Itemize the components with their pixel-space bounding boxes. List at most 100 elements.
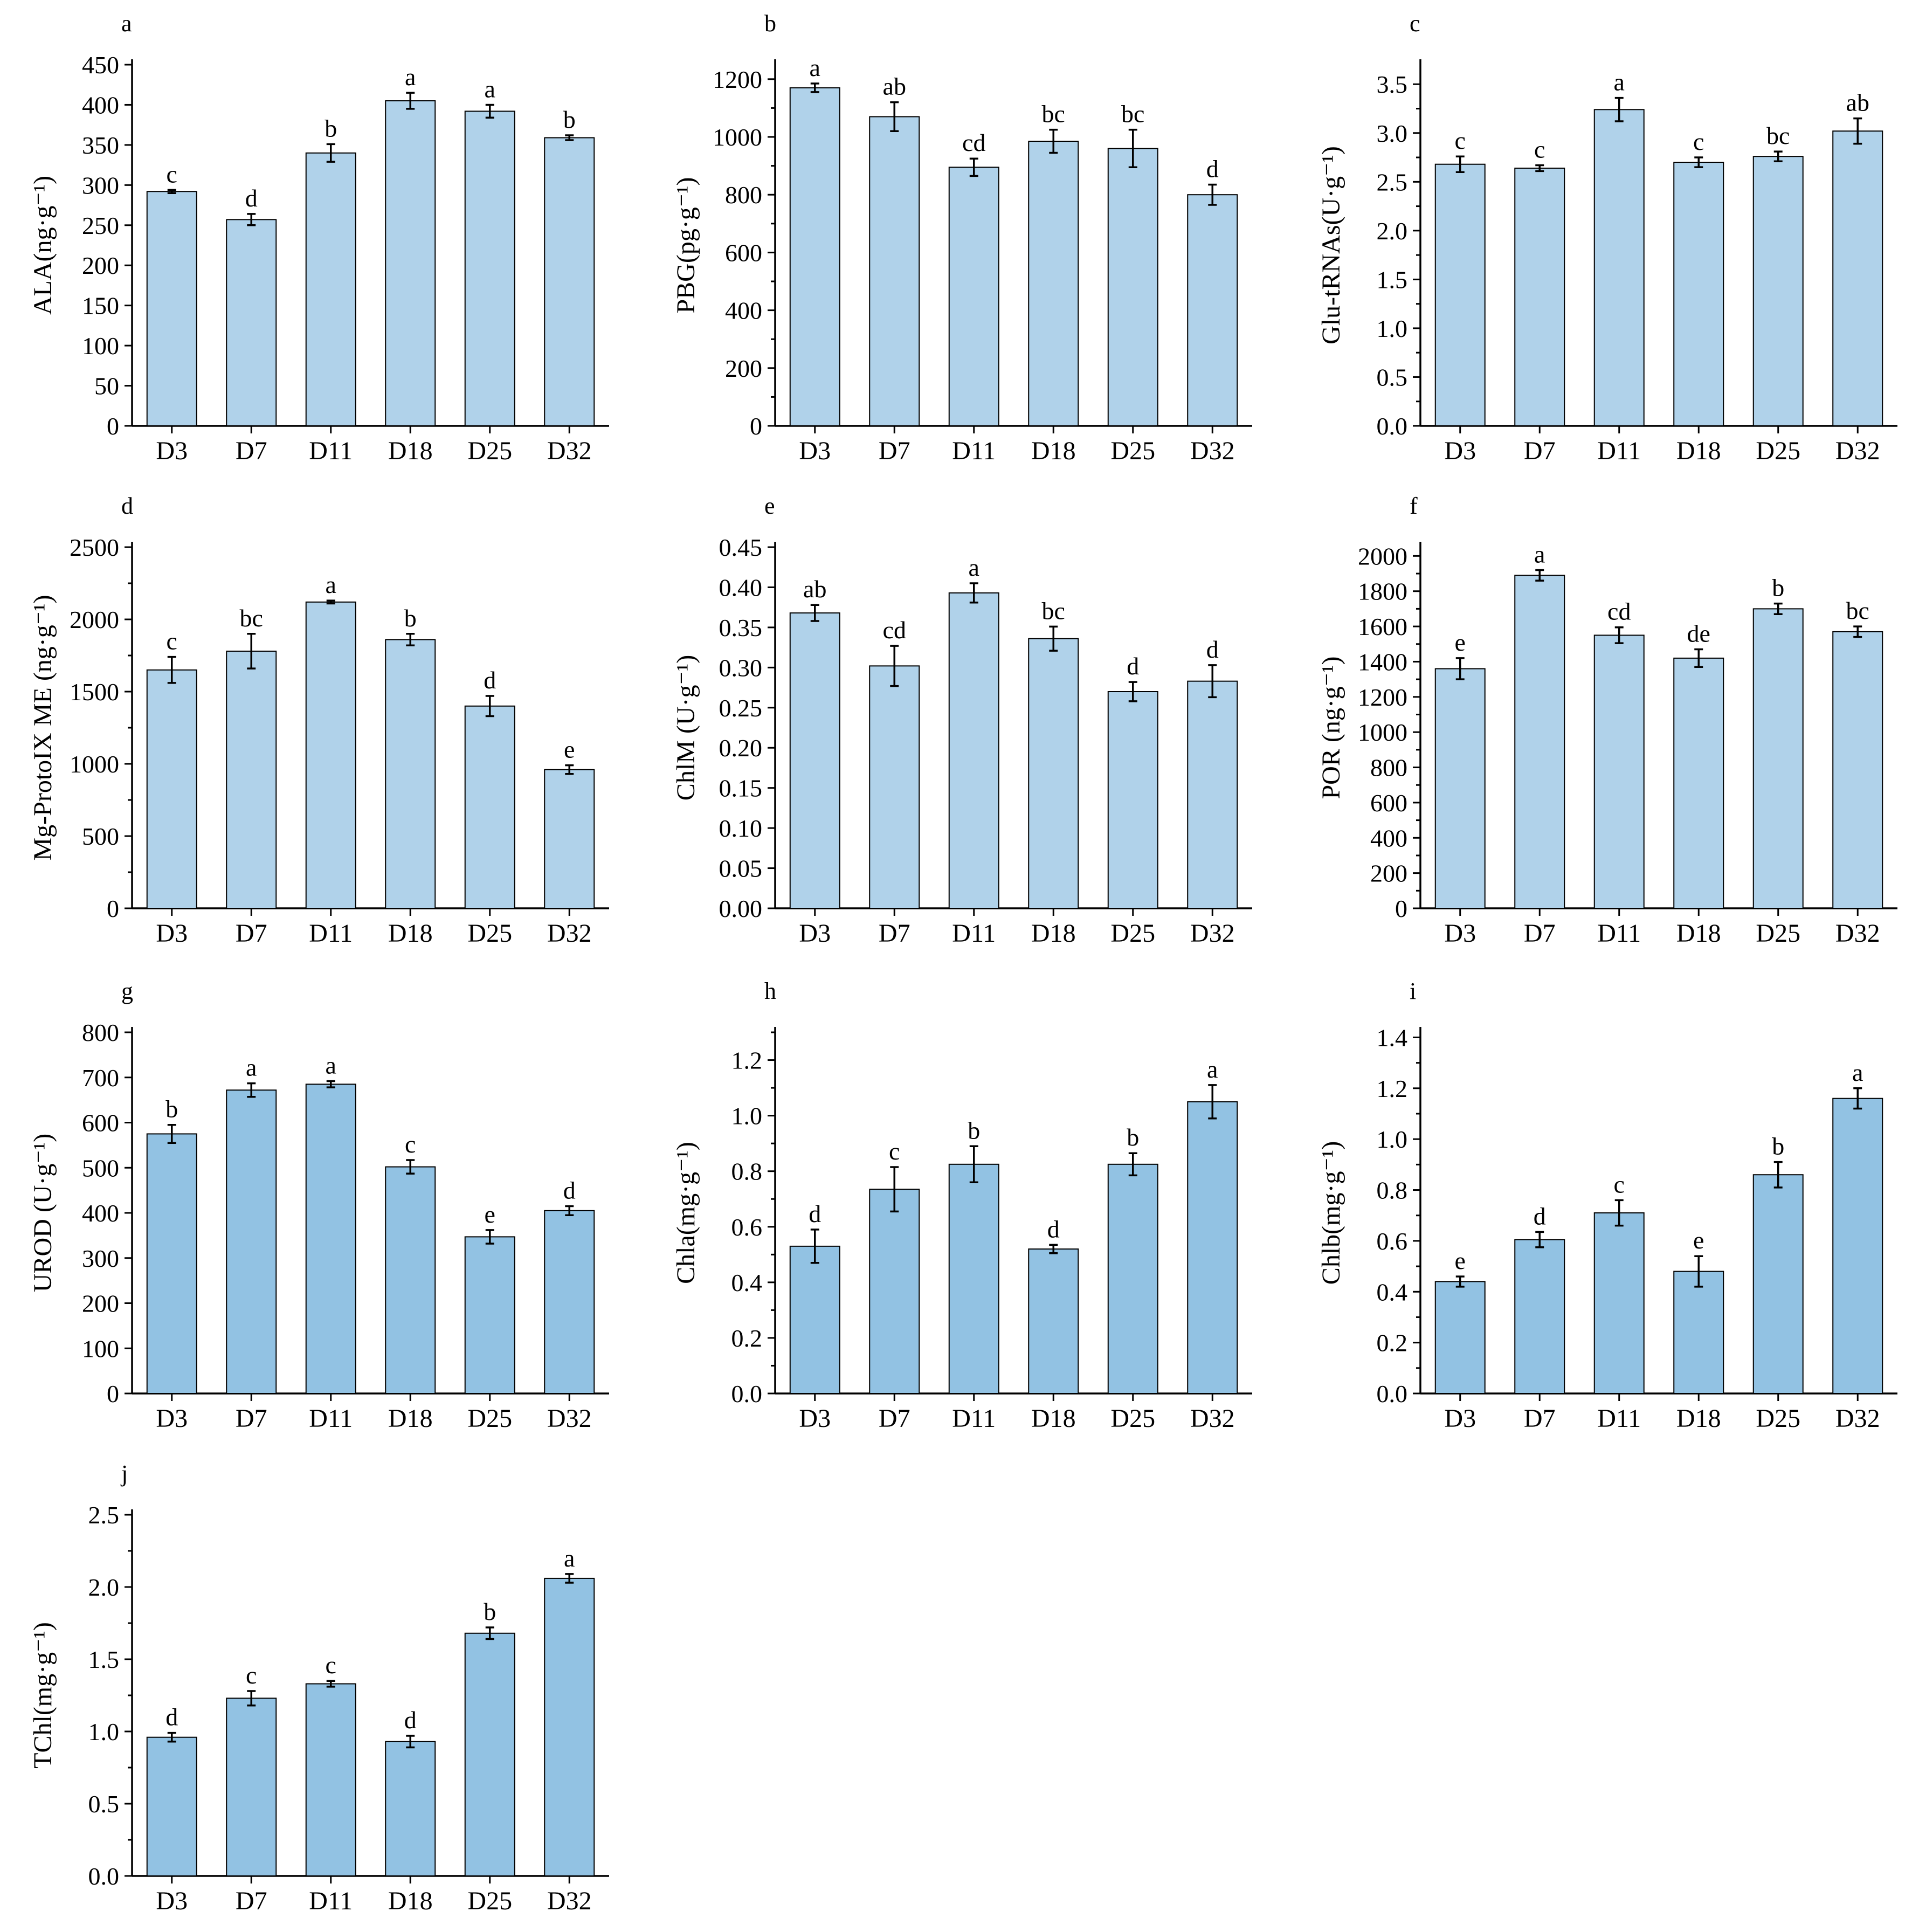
- y-tick-label: 800: [82, 1019, 119, 1046]
- significance-letter: b: [325, 114, 337, 142]
- significance-letter: d: [404, 1706, 417, 1734]
- significance-letter: bc: [1846, 597, 1869, 624]
- significance-letter: c: [405, 1130, 416, 1158]
- bar-D25: [464, 111, 515, 427]
- y-tick-label: 1.0: [731, 1102, 763, 1130]
- panel-label: b: [764, 10, 776, 37]
- significance-letter: c: [167, 627, 177, 655]
- significance-letter: d: [1047, 1215, 1060, 1243]
- y-tick-label: 2000: [1358, 542, 1407, 570]
- x-tick-label: D11: [309, 437, 353, 465]
- significance-letter: ab: [1846, 89, 1869, 116]
- x-tick-label: D7: [236, 919, 267, 948]
- bar-D11: [305, 1683, 356, 1877]
- y-tick-label: 0.5: [88, 1790, 120, 1818]
- bar-D3: [789, 612, 840, 909]
- x-tick-label: D32: [1190, 1404, 1235, 1433]
- x-tick-label: D3: [1444, 437, 1476, 465]
- significance-letter: e: [1455, 629, 1466, 656]
- y-tick-label: 0.0: [1377, 1380, 1408, 1407]
- y-tick-label: 0.00: [719, 895, 763, 922]
- y-tick-label: 2.0: [88, 1574, 120, 1601]
- y-tick-label: 0.40: [719, 574, 763, 601]
- significance-letter: a: [246, 1054, 257, 1081]
- bar-D32: [1187, 1101, 1238, 1395]
- y-tick-label: 0.0: [1377, 412, 1408, 440]
- y-axis-title: UROD (U·g⁻¹): [29, 1134, 57, 1292]
- y-tick-label: 1200: [1358, 684, 1407, 711]
- significance-letter: c: [246, 1661, 257, 1689]
- bar-D7: [1514, 575, 1565, 909]
- significance-letter: e: [1455, 1247, 1466, 1274]
- bar-D11: [1593, 109, 1645, 426]
- bar-D25: [1752, 156, 1804, 426]
- x-tick-label: D25: [467, 1887, 512, 1915]
- bar-D3: [1434, 1281, 1486, 1394]
- y-tick-label: 1.5: [1377, 266, 1408, 293]
- y-tick-label: 0.0: [731, 1380, 763, 1407]
- significance-letter: bc: [1042, 597, 1065, 624]
- bar-D3: [146, 191, 197, 426]
- significance-letter: e: [564, 736, 575, 763]
- significance-letter: a: [969, 554, 979, 581]
- bar-D25: [464, 1236, 515, 1394]
- bar-D18: [385, 1741, 436, 1877]
- bar-D11: [948, 592, 999, 909]
- y-tick-label: 1600: [1358, 613, 1407, 640]
- significance-letter: cd: [1607, 598, 1631, 625]
- panel-label: g: [121, 978, 133, 1004]
- y-tick-label: 3.5: [1377, 71, 1408, 98]
- significance-letter: bc: [240, 604, 263, 632]
- x-tick-label: D7: [1524, 1404, 1556, 1433]
- bar-D11: [948, 1163, 999, 1394]
- chart-panel-f: f 0 200 400 600 800 1000 1200 1400 1600 1800 2000 PO…: [1317, 493, 1897, 948]
- significance-letter: de: [1687, 620, 1710, 647]
- y-tick-label: 0.4: [731, 1269, 763, 1296]
- y-tick-label: 0: [750, 412, 762, 440]
- bar-D3: [146, 669, 197, 909]
- x-tick-label: D32: [547, 919, 592, 948]
- bar-D7: [226, 219, 277, 426]
- y-tick-label: 0.4: [1377, 1278, 1408, 1306]
- chart-panel-b: b 0 200 400 600 800 1000 1200 PBG(pg·g⁻¹) a D3 ab D7…: [672, 10, 1252, 465]
- y-axis-title: Glu-tRNAs(U·g⁻¹): [1317, 146, 1345, 344]
- y-tick-label: 1.2: [1377, 1075, 1408, 1102]
- significance-letter: c: [1693, 128, 1704, 155]
- chart-panel-h: h 0.0 0.2 0.4 0.6 0.8 1.0 1.2 Chla(mg·g⁻¹) d D3 c D7…: [672, 978, 1252, 1433]
- bar-D32: [1832, 1098, 1883, 1394]
- chart-panel-a: a 0 50 100 150 200 250 300 350 400 450 ALA(ng·g⁻¹) c…: [29, 10, 609, 465]
- y-tick-label: 0.15: [719, 775, 763, 802]
- y-tick-label: 0.6: [1377, 1227, 1408, 1255]
- bar-D18: [385, 1166, 436, 1394]
- y-tick-label: 50: [94, 372, 119, 400]
- y-tick-label: 1000: [1358, 719, 1407, 746]
- significance-letter: cd: [962, 129, 985, 156]
- significance-letter: d: [1206, 155, 1219, 182]
- y-tick-label: 0.6: [731, 1213, 763, 1241]
- bar-D32: [1187, 194, 1238, 426]
- x-tick-label: D11: [1597, 1404, 1641, 1433]
- y-tick-label: 500: [82, 823, 119, 850]
- significance-letter: a: [405, 63, 416, 91]
- y-tick-label: 200: [725, 355, 762, 382]
- y-axis-title: Chla(mg·g⁻¹): [672, 1142, 700, 1284]
- x-tick-label: D11: [952, 1404, 996, 1433]
- significance-letter: b: [1772, 1133, 1784, 1160]
- significance-letter: d: [1206, 636, 1219, 663]
- x-tick-label: D18: [388, 1404, 433, 1433]
- bar-D3: [789, 87, 840, 426]
- x-tick-label: D25: [1110, 437, 1155, 465]
- y-tick-label: 2.5: [1377, 168, 1408, 196]
- x-tick-label: D7: [236, 437, 267, 465]
- x-tick-label: D18: [1676, 437, 1721, 465]
- x-tick-label: D11: [1597, 437, 1641, 465]
- y-tick-label: 1500: [70, 678, 119, 706]
- x-tick-label: D7: [879, 1404, 910, 1433]
- bar-D25: [1752, 1174, 1804, 1394]
- bar-D11: [1593, 1212, 1645, 1394]
- y-tick-label: 0.8: [1377, 1177, 1408, 1204]
- bar-D32: [1832, 130, 1883, 426]
- x-tick-label: D32: [1835, 437, 1880, 465]
- bar-D7: [869, 1189, 920, 1395]
- bar-D18: [1028, 141, 1079, 427]
